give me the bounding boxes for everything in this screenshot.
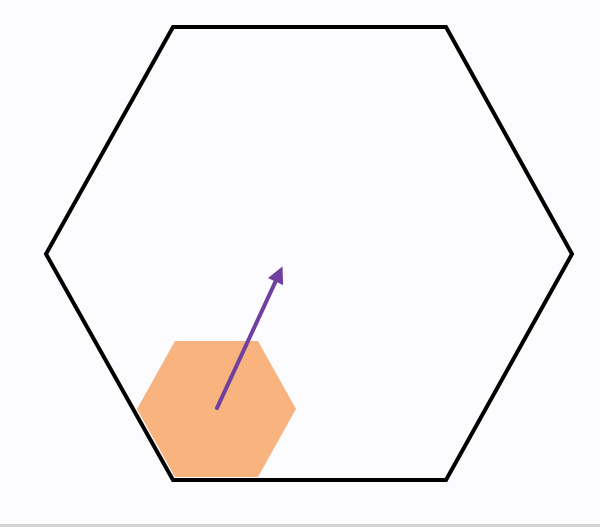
- arena-hexagon: [43, 25, 575, 482]
- bottom-divider: [0, 524, 600, 527]
- direction-arrow-icon: [215, 266, 284, 410]
